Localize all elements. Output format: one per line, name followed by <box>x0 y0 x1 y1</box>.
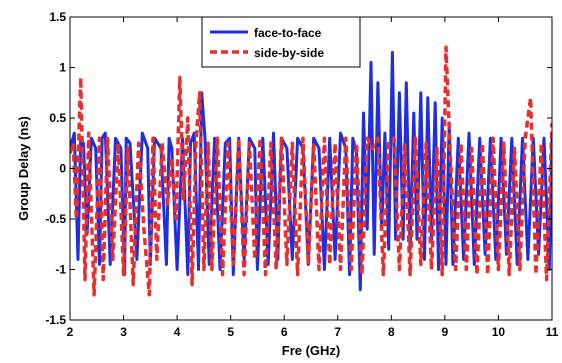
x-tick-label: 9 <box>442 325 449 339</box>
y-tick-label: 1.5 <box>49 10 66 24</box>
y-tick-label: -1 <box>55 263 66 277</box>
x-tick-label: 3 <box>120 325 127 339</box>
series-line-side-by-side <box>70 45 552 297</box>
y-tick-label: 0.5 <box>49 111 66 125</box>
legend-label: side-by-side <box>254 46 324 60</box>
y-tick-label: -0.5 <box>45 212 66 226</box>
x-tick-label: 5 <box>227 325 234 339</box>
x-axis-label: Fre (GHz) <box>282 343 341 358</box>
legend-label: face-to-face <box>254 26 322 40</box>
legend: face-to-face side-by-side <box>201 16 361 68</box>
series-layer <box>70 45 552 297</box>
x-tick-label: 11 <box>546 325 559 339</box>
x-tick-label: 2 <box>67 325 74 339</box>
y-tick-label: -1.5 <box>45 313 66 327</box>
x-tick-label: 10 <box>492 325 506 339</box>
series-line-face-to-face <box>70 50 552 292</box>
x-tick-label: 7 <box>334 325 341 339</box>
x-tick-label: 4 <box>174 325 181 339</box>
ticks-layer: 2 3 4 5 6 7 8 9 10 11 -1.5 -1 -0.5 0 0.5 1 1.5 <box>45 10 558 339</box>
y-tick-label: 1 <box>59 61 66 75</box>
y-axis-label: Group Delay (ns) <box>16 116 31 221</box>
y-tick-label: 0 <box>59 162 66 176</box>
x-tick-label: 6 <box>281 325 288 339</box>
x-tick-label: 8 <box>388 325 395 339</box>
legend-box <box>201 16 361 68</box>
